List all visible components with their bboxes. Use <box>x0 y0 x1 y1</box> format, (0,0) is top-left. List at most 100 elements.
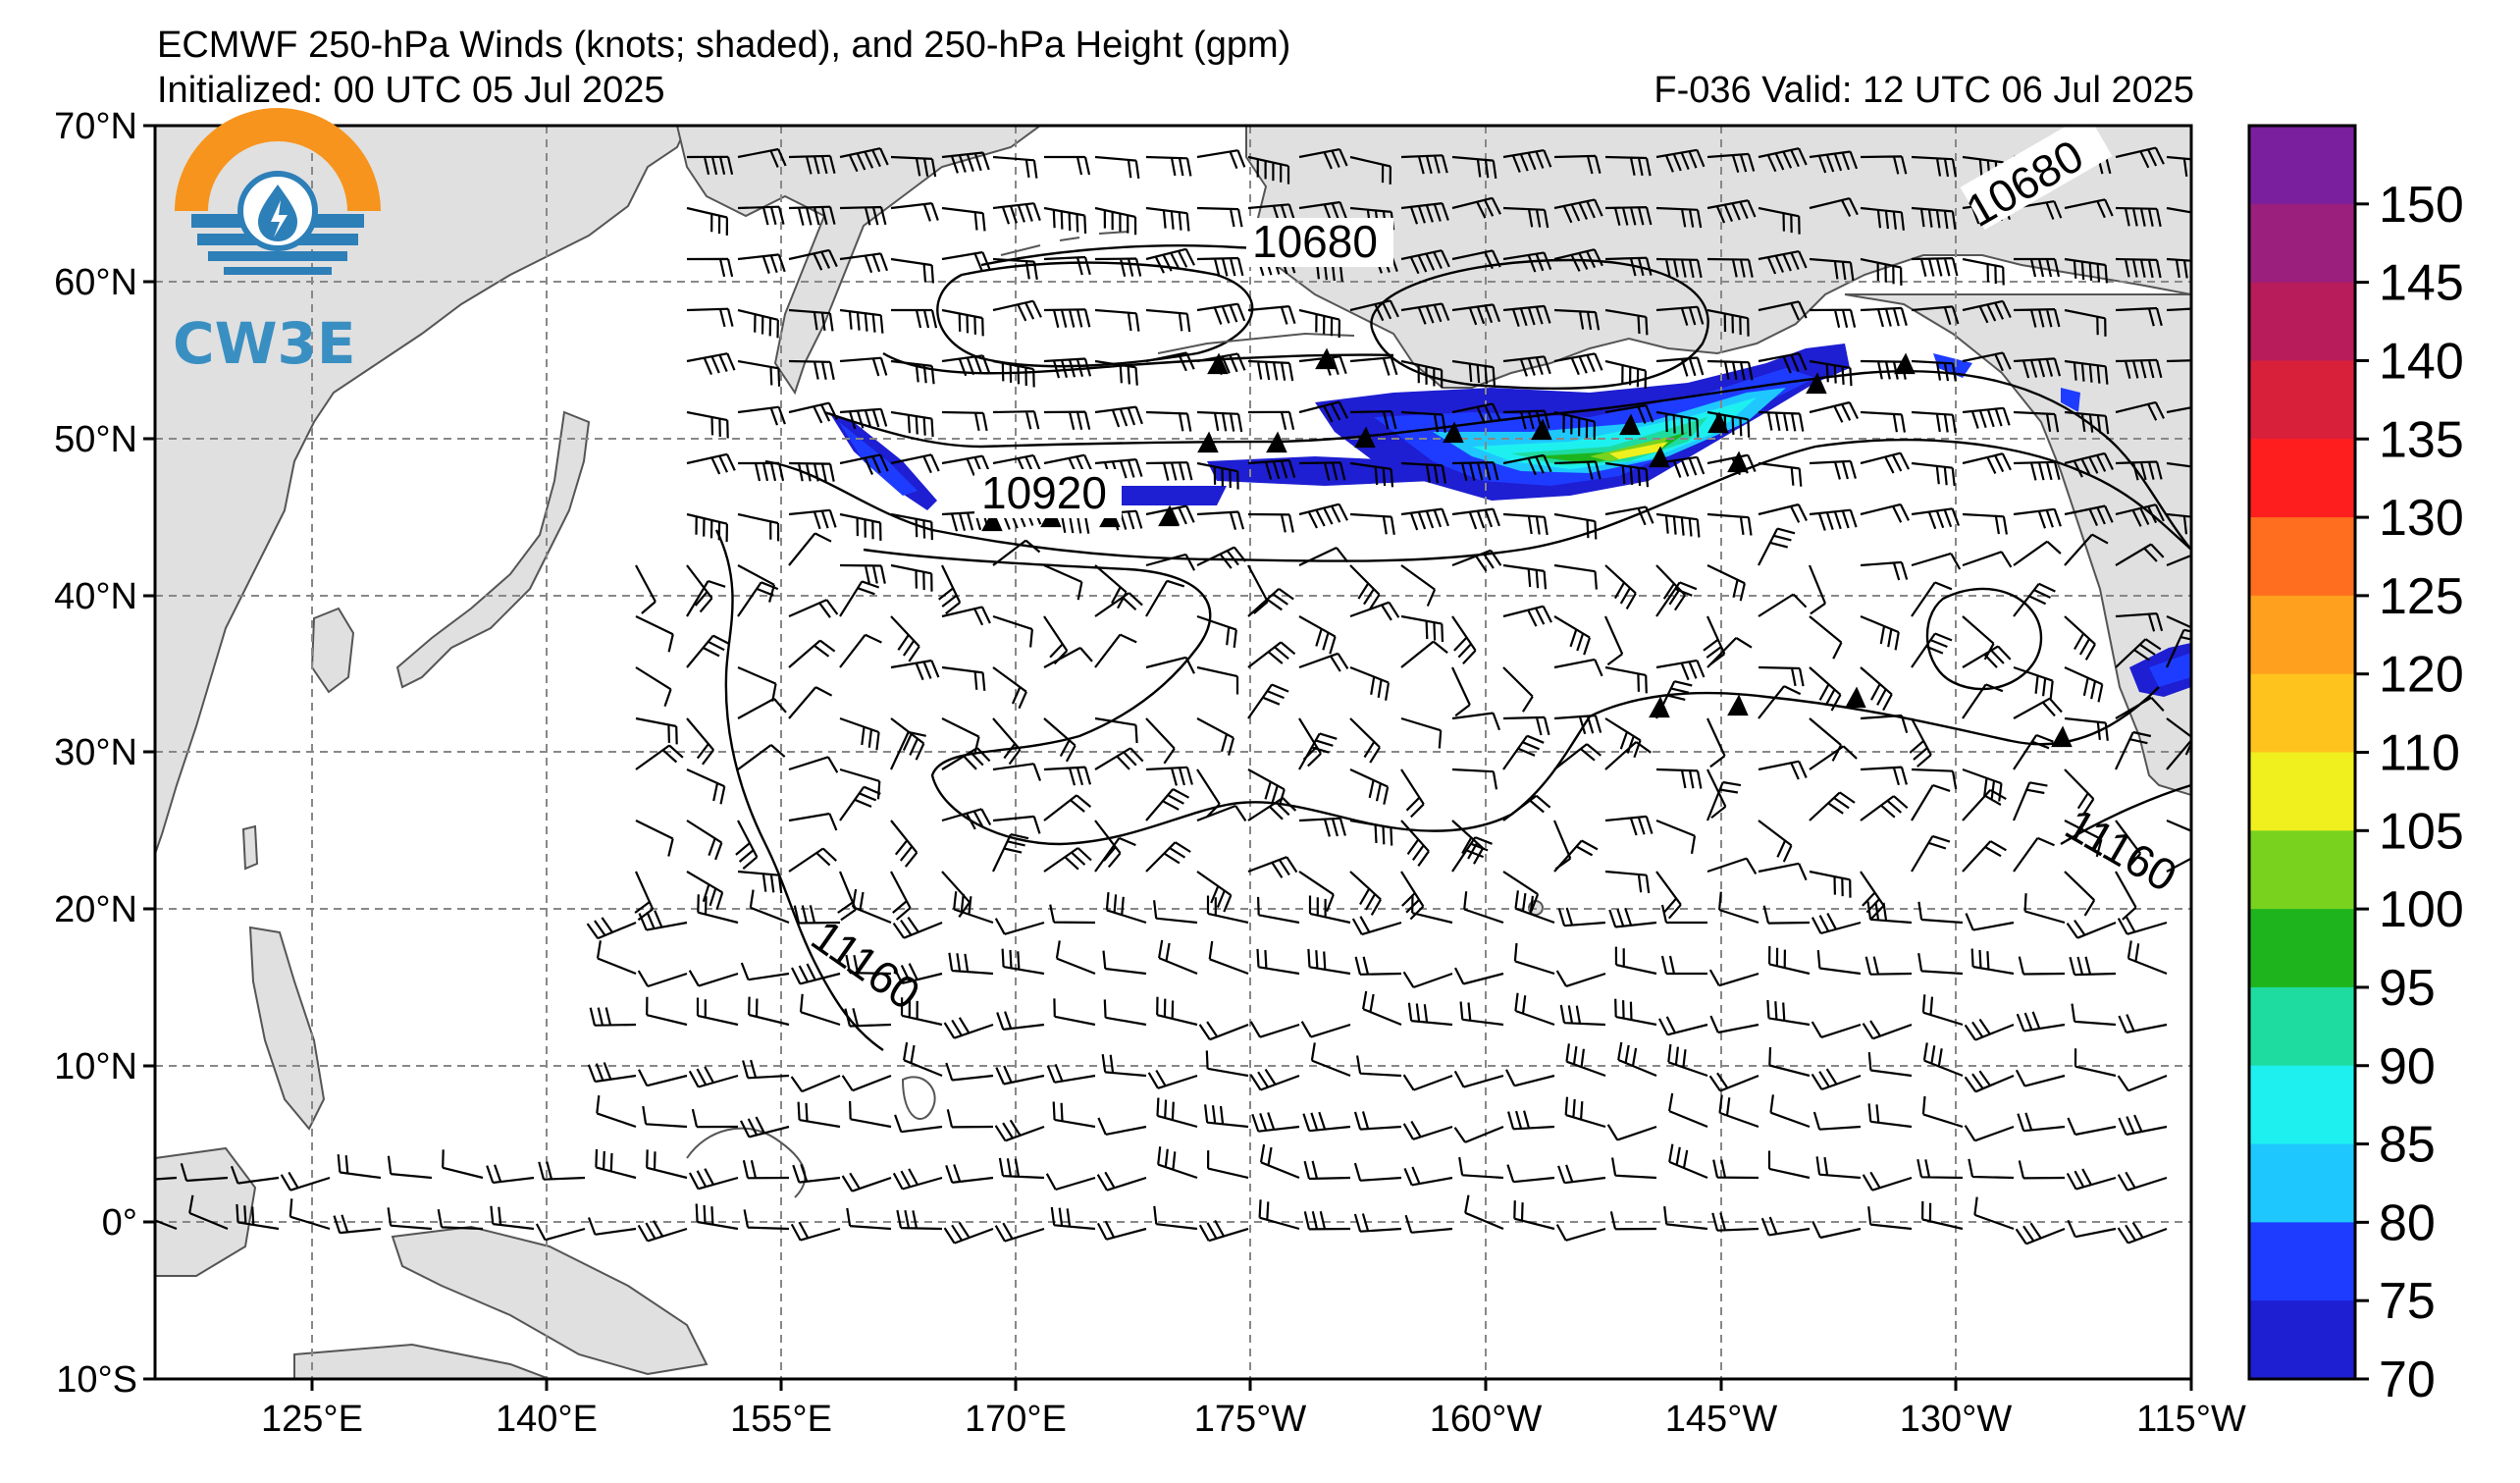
wind-barb <box>686 820 723 861</box>
colorbar-tick-label: 145 <box>2379 255 2464 312</box>
wind-barb <box>2115 871 2137 921</box>
wind-barb <box>1604 256 1653 277</box>
wind-barb <box>442 1149 484 1180</box>
wind-barb <box>1768 1047 1811 1078</box>
wind-barb <box>2018 1160 2066 1180</box>
wind-barb <box>953 891 994 925</box>
wind-barb <box>1400 871 1425 921</box>
wind-barb <box>1604 815 1654 836</box>
wind-barb <box>1153 1205 1198 1231</box>
wind-barb <box>686 352 736 376</box>
wind-barb <box>799 993 841 1027</box>
wind-barb <box>841 1074 892 1092</box>
colorbar-tick-label: 125 <box>2379 568 2464 625</box>
wind-barb <box>2166 155 2191 178</box>
wind-barb <box>1962 768 2003 802</box>
init-time: Initialized: 00 UTC 05 Jul 2025 <box>157 70 665 111</box>
wind-barb <box>2126 940 2168 976</box>
lon-label: 175°W <box>1194 1399 1307 1440</box>
wind-barb <box>1718 891 1759 925</box>
wind-barb <box>1198 1021 1249 1041</box>
wind-barb <box>2115 820 2142 869</box>
wind-barb <box>2166 206 2191 214</box>
lon-labels: 125°E 140°E 155°E 170°E 175°W 160°W 145°… <box>261 1399 2246 1440</box>
wind-barb <box>1353 1162 1402 1182</box>
wind-barb <box>1145 461 1193 481</box>
wind-barb <box>437 1209 484 1231</box>
wind-barb <box>2064 615 2096 661</box>
wind-barb <box>890 155 937 178</box>
wind-barb <box>638 910 688 931</box>
wind-barb <box>1043 453 1093 476</box>
wind-barb <box>1308 895 1351 925</box>
wind-barb <box>1451 615 1477 664</box>
wind-barb <box>1973 1196 2015 1231</box>
wind-barb <box>1758 665 1805 687</box>
wind-barb <box>749 889 790 925</box>
wind-barb <box>2016 1011 2066 1033</box>
wind-barb <box>1451 507 1500 530</box>
wind-barb <box>1667 1043 1708 1078</box>
wind-barb <box>1809 459 1857 480</box>
wind-barb <box>737 359 781 387</box>
lon-label: 130°W <box>1900 1399 2013 1440</box>
wind-barb <box>1513 1200 1555 1231</box>
wind-barb <box>1514 890 1555 925</box>
wind-barb <box>743 1209 790 1231</box>
wind-barb <box>2064 871 2096 917</box>
wind-barb <box>792 1163 841 1184</box>
wind-barb <box>2117 1171 2168 1192</box>
wind-barb <box>1094 155 1140 180</box>
wind-barb <box>1655 819 1697 854</box>
wind-barb <box>236 1203 280 1231</box>
wind-barb <box>635 716 678 745</box>
wind-barb <box>1603 615 1624 666</box>
wind-barb <box>1105 892 1147 925</box>
wind-barb <box>646 1149 688 1180</box>
wind-barb <box>1102 950 1147 976</box>
wind-barb <box>1809 508 1858 531</box>
wind-barb <box>1247 564 1269 614</box>
wind-barb <box>1298 652 1349 672</box>
wind-barb <box>790 1221 841 1242</box>
wind-barb <box>1451 461 1499 481</box>
wind-barb <box>1706 780 1742 821</box>
wind-barb <box>1706 512 1753 536</box>
wind-barb <box>1205 1050 1249 1078</box>
wind-barb <box>686 206 728 236</box>
wind-barb <box>1502 206 1549 229</box>
wind-barb <box>2064 820 2103 858</box>
wind-barb <box>793 905 841 925</box>
wind-barb <box>1502 251 1552 273</box>
wind-barb <box>1247 797 1297 821</box>
wind-barb <box>1298 503 1348 529</box>
wind-barb <box>890 453 940 474</box>
wind-barb <box>1962 351 2012 372</box>
colorbar-swatch <box>2249 282 2355 361</box>
wind-barb <box>1811 912 1862 935</box>
wind-barb <box>1463 891 1504 925</box>
wind-barb <box>1400 249 1450 275</box>
wind-barb <box>1145 155 1192 177</box>
wind-barb <box>839 716 880 751</box>
wind-barb <box>1565 1043 1606 1078</box>
wind-barb <box>1349 564 1381 610</box>
wind-barb <box>587 1217 637 1236</box>
wind-barb <box>1257 896 1300 925</box>
wind-barb <box>890 659 940 681</box>
wind-barb <box>1402 971 1453 989</box>
wind-barb <box>1860 666 1893 712</box>
wind-barb <box>1964 1125 2015 1142</box>
wind-barb <box>1553 248 1603 272</box>
wind-barb <box>740 962 790 981</box>
wind-barb <box>788 401 838 424</box>
wind-barb <box>992 614 1033 648</box>
wind-barb <box>1145 656 1195 674</box>
wind-barb <box>941 206 986 232</box>
wind-barb <box>686 307 734 328</box>
wind-barb <box>1451 249 1501 270</box>
wind-barb <box>642 1105 688 1129</box>
wind-barb <box>1094 747 1144 770</box>
wind-barb <box>586 917 637 940</box>
wind-barb <box>1816 950 1862 976</box>
